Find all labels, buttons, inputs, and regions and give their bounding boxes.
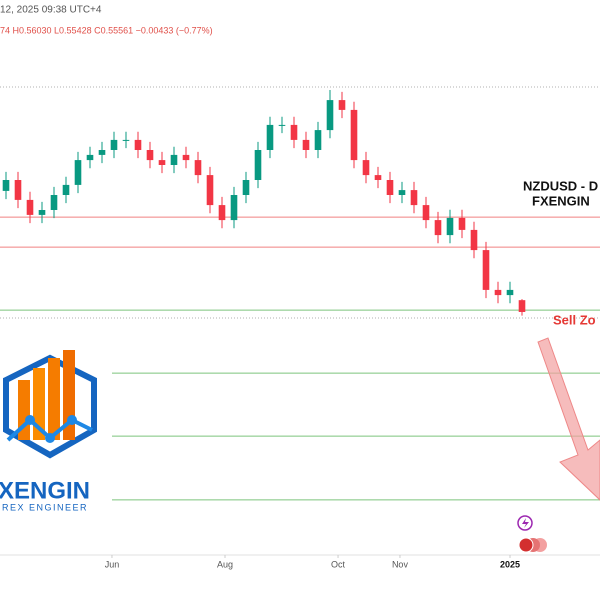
candle-body: [314, 130, 322, 150]
candle-body: [362, 160, 370, 176]
candle-body: [254, 150, 262, 180]
candle-body: [326, 100, 334, 131]
candle-body: [182, 154, 190, 161]
x-tick-label: Aug: [217, 559, 233, 569]
candle-body: [38, 210, 46, 215]
candle-body: [26, 199, 34, 215]
candle-body: [206, 175, 214, 206]
quote: 74 H0.56030 L0.55428 C0.55561 −0.00433 (…: [0, 25, 213, 35]
candle-body: [494, 289, 502, 296]
candle-body: [50, 195, 58, 210]
candle-body: [446, 217, 454, 236]
chart-title: NZDUSD - D: [523, 178, 598, 193]
x-tick-label: Oct: [331, 559, 346, 569]
candle-body: [422, 205, 430, 221]
annotation: Sell Zo: [553, 312, 596, 327]
candles: [2, 90, 526, 316]
x-tick-label: Nov: [392, 559, 409, 569]
candle-body: [434, 220, 442, 236]
candle-body: [518, 300, 526, 312]
logo-dot: [67, 415, 77, 425]
candle-body: [62, 184, 70, 195]
chart-subtitle: FXENGIN: [532, 193, 590, 208]
logo-bar: [33, 368, 45, 440]
candle-body: [122, 139, 130, 141]
candle-body: [170, 154, 178, 165]
candle-body: [230, 195, 238, 221]
candle-body: [338, 100, 346, 110]
logo: XENGIN REX ENGINEER: [0, 350, 97, 512]
candle-body: [386, 180, 394, 195]
candle-body: [194, 160, 202, 176]
candle-body: [242, 180, 250, 195]
candle-body: [218, 205, 226, 221]
candle-body: [74, 160, 82, 185]
header: 12, 2025 09:38 UTC+4: [0, 5, 102, 16]
candle-body: [350, 109, 358, 161]
candle-body: [302, 139, 310, 150]
x-tick-label: 2025: [500, 559, 520, 569]
logo-name: XENGIN: [0, 477, 90, 504]
candle-body: [290, 124, 298, 140]
candle-body: [110, 139, 118, 150]
candle-body: [374, 175, 382, 180]
lightning: [522, 518, 529, 528]
candle-body: [278, 124, 286, 126]
x-axis: Jun Aug Oct Nov 2025: [105, 555, 520, 569]
logo-dot: [25, 415, 35, 425]
arrow: [537, 337, 600, 501]
event-icon[interactable]: [518, 537, 534, 553]
logo-tagline: REX ENGINEER: [2, 502, 88, 512]
candle-body: [410, 190, 418, 206]
x-tick-label: Jun: [105, 559, 120, 569]
levels: [0, 86, 600, 501]
candle-body: [398, 190, 406, 195]
candle-body: [86, 154, 94, 161]
candle-body: [14, 180, 22, 200]
candle-body: [98, 150, 106, 155]
candle-body: [2, 180, 10, 191]
candle-body: [470, 229, 478, 251]
logo-dot: [45, 433, 55, 443]
candle-body: [134, 139, 142, 150]
candle-body: [146, 150, 154, 161]
logo-bar: [48, 358, 60, 440]
candle-body: [482, 250, 490, 290]
candle-body: [266, 124, 274, 150]
candle-body: [458, 217, 466, 230]
candle-body: [506, 289, 514, 296]
candle-body: [158, 160, 166, 165]
